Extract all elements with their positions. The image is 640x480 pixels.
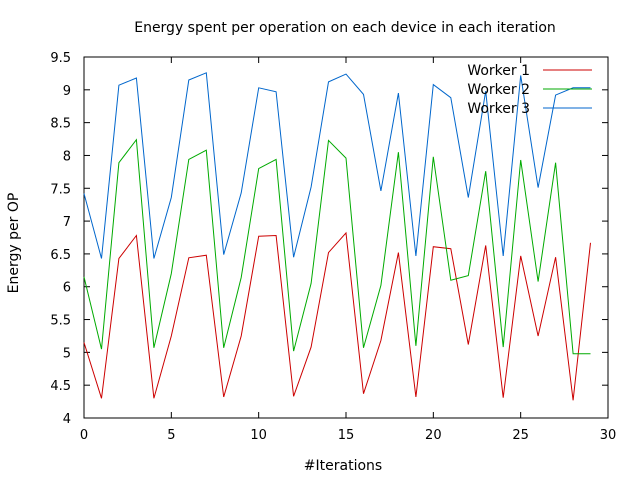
legend: Worker 1 Worker 2 Worker 3 <box>467 63 592 117</box>
y-axis-label: Energy per OP <box>6 193 22 294</box>
x-tick-label: 10 <box>250 428 267 443</box>
series-line-worker-2 <box>83 138 591 355</box>
y-tick-label: 7.5 <box>50 182 71 197</box>
y-tick-label: 4.5 <box>50 379 71 394</box>
y-tick-label: 8.5 <box>50 117 71 132</box>
legend-label: Worker 2 <box>467 82 530 98</box>
series-line-worker-3 <box>83 72 591 259</box>
chart-title: Energy spent per operation on each devic… <box>134 20 556 36</box>
y-tick-label: 4 <box>63 412 71 427</box>
y-tick-label: 5 <box>63 346 71 361</box>
x-tick-label: 25 <box>512 428 529 443</box>
y-tick-label: 8 <box>63 149 71 164</box>
series-line-worker-1 <box>83 231 591 401</box>
series-lines <box>83 72 591 401</box>
y-tick-label: 6 <box>63 281 71 296</box>
axis-ticks: 0 5 10 15 20 25 30 4 4.5 5 5.5 6 6.5 7 7.5 8 8.5 9 9.5 <box>50 51 616 443</box>
x-tick-label: 15 <box>338 428 355 443</box>
y-tick-label: 5.5 <box>50 314 71 329</box>
x-tick-label: 5 <box>167 428 175 443</box>
x-axis-label: #Iterations <box>304 458 382 474</box>
x-tick-label: 20 <box>425 428 442 443</box>
y-tick-label: 6.5 <box>50 248 71 263</box>
y-tick-label: 9 <box>63 84 71 99</box>
y-tick-label: 9.5 <box>50 51 71 66</box>
x-tick-label: 30 <box>600 428 617 443</box>
legend-label: Worker 3 <box>467 101 530 117</box>
x-tick-label: 0 <box>80 428 88 443</box>
y-tick-label: 7 <box>63 215 71 230</box>
legend-label: Worker 1 <box>467 63 530 79</box>
